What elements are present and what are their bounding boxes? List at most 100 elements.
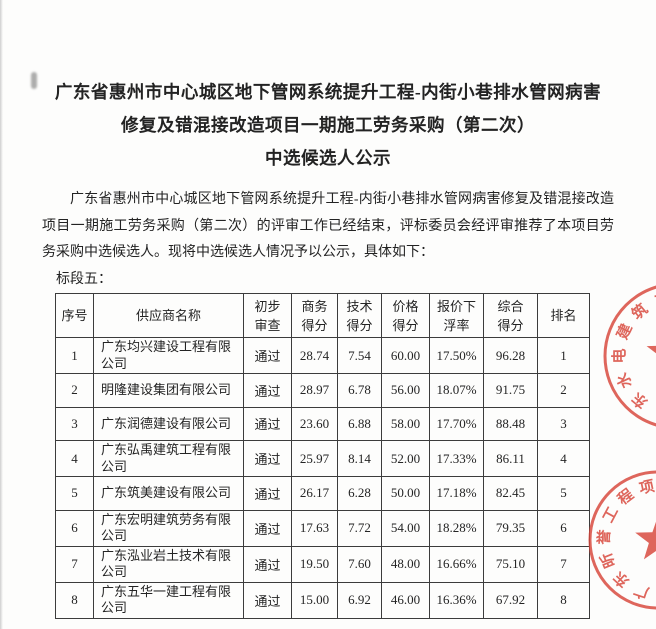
cell-price-score: 56.00 [381, 373, 430, 408]
evaluation-results-table: 序号 供应商名称 初步 审查 商务 得分 技术 得分 价格 得分 报价下 浮率 … [55, 293, 590, 619]
cell-supplier: 明隆建设集团有限公司 [93, 373, 244, 408]
cell-rank: 2 [537, 373, 590, 408]
cell-supplier: 广东弘禹建筑工程有限公司 [93, 440, 244, 477]
seal-char: 工 [653, 291, 656, 310]
cell-supplier: 广东润德建设有限公司 [93, 406, 244, 441]
title-line-3: 中选候选人公示 [265, 148, 391, 168]
cell-total-score: 91.75 [483, 373, 538, 408]
seal-star-icon [635, 521, 656, 560]
cell-review: 通过 [243, 337, 292, 374]
cell-seq: 3 [55, 406, 94, 441]
cell-supplier: 广东宏明建筑劳务有限公司 [93, 509, 244, 547]
seal-char: 程 [615, 486, 637, 509]
cell-rank: 1 [537, 337, 590, 374]
cell-price-score: 50.00 [381, 476, 430, 511]
cell-discount-rate: 17.70% [429, 406, 484, 441]
cell-price-score: 54.00 [381, 509, 430, 547]
cell-total-score: 75.10 [483, 545, 538, 583]
scan-edge-artifact [0, 0, 3, 629]
cell-price-score: 58.00 [381, 406, 430, 441]
seal-char: 项 [638, 478, 656, 498]
cell-seq: 5 [55, 476, 94, 511]
header-supplier: 供应商名称 [93, 293, 244, 338]
cell-seq: 2 [55, 373, 94, 408]
header-seq: 序号 [55, 293, 94, 338]
cell-discount-rate: 16.66% [429, 545, 484, 583]
cell-discount-rate: 18.28% [429, 509, 484, 547]
cell-business-score: 26.17 [291, 476, 338, 511]
document-title: 广东省惠州市中心城区地下管网系统提升工程-内街小巷排水管网病害 修复及错混接改造… [0, 76, 656, 175]
cell-supplier: 广东泓业岩土技术有限公司 [93, 545, 244, 583]
scan-smudge-artifact [31, 72, 37, 89]
cell-seq: 8 [55, 581, 94, 619]
cell-discount-rate: 18.07% [429, 373, 484, 408]
cell-supplier: 广东均兴建设工程有限公司 [93, 337, 244, 374]
cell-review: 通过 [243, 581, 292, 619]
cell-total-score: 96.28 [483, 337, 538, 374]
cell-tech-score: 7.72 [337, 509, 382, 547]
cell-business-score: 28.97 [291, 373, 338, 408]
cell-seq: 7 [55, 545, 94, 583]
cell-business-score: 23.60 [291, 406, 338, 441]
table-row: 1 广东均兴建设工程有限公司 通过 28.74 7.54 60.00 17.50% 96.28… [55, 337, 590, 374]
seal-star-icon [646, 345, 656, 354]
section-label: 标段五： [56, 272, 112, 287]
cell-tech-score: 7.54 [337, 337, 382, 374]
cell-business-score: 28.74 [291, 337, 338, 374]
seal-char: 广 [631, 580, 651, 602]
table-header-row: 序号 供应商名称 初步 审查 商务 得分 技术 得分 价格 得分 报价下 浮率 … [55, 293, 590, 338]
cell-rank: 8 [537, 581, 590, 619]
cell-rank: 4 [537, 440, 590, 477]
seal-char: 誉 [595, 528, 614, 546]
header-total-score: 综合 得分 [483, 293, 538, 338]
seal-char: 电 [610, 348, 628, 363]
cell-review: 通过 [243, 476, 292, 511]
cell-tech-score: 8.14 [337, 440, 382, 477]
cell-review: 通过 [243, 373, 292, 408]
header-business-score: 商务 得分 [291, 293, 338, 338]
table-header: 序号 供应商名称 初步 审查 商务 得分 技术 得分 价格 得分 报价下 浮率 … [55, 293, 590, 338]
cell-tech-score: 6.78 [337, 373, 382, 408]
cell-tech-score: 6.88 [337, 406, 382, 441]
cell-rank: 3 [537, 406, 590, 441]
header-price-score: 价格 得分 [381, 293, 430, 338]
cell-review: 通过 [243, 509, 292, 547]
seal-char: 东 [610, 568, 633, 591]
header-review: 初步 审查 [243, 293, 292, 338]
header-rank: 排名 [537, 293, 590, 338]
cell-total-score: 86.11 [483, 440, 538, 477]
cell-review: 通过 [243, 406, 292, 441]
table-row: 4 广东弘禹建筑工程有限公司 通过 25.97 8.14 52.00 17.33% 86.11… [55, 440, 590, 477]
cell-rank: 6 [537, 509, 590, 547]
company-seal-lower-partial: 广东昕誉工程项目 [588, 470, 656, 610]
seal-ring [603, 285, 656, 427]
table-row: 3 广东润德建设有限公司 通过 23.60 6.88 58.00 17.70% 88.48 3 [55, 406, 590, 441]
table-row: 2 明隆建设集团有限公司 通过 28.97 6.78 56.00 18.07% 91.75 2 [55, 373, 590, 408]
cell-total-score: 67.92 [483, 581, 538, 619]
seal-char: 昕 [597, 550, 619, 571]
cell-business-score: 17.63 [291, 509, 338, 547]
header-discount-rate: 报价下 浮率 [429, 293, 484, 338]
cell-discount-rate: 17.33% [429, 440, 484, 477]
cell-price-score: 46.00 [381, 581, 430, 619]
cell-review: 通过 [243, 545, 292, 583]
cell-price-score: 60.00 [381, 337, 430, 374]
cell-review: 通过 [243, 440, 292, 477]
cell-tech-score: 6.92 [337, 581, 382, 619]
cell-supplier: 广东筑美建设有限公司 [93, 476, 244, 511]
cell-total-score: 82.45 [483, 476, 538, 511]
seal-char: 建 [613, 320, 636, 342]
cell-discount-rate: 17.18% [429, 476, 484, 511]
cell-discount-rate: 16.36% [429, 581, 484, 619]
table-row: 6 广东宏明建筑劳务有限公司 通过 17.63 7.72 54.00 18.28% 79.35… [55, 509, 590, 547]
seal-char: 水 [613, 369, 636, 391]
announcement-paragraph: 广东省惠州市中心城区地下管网系统提升工程-内街小巷排水管网病害修复及错混接改造项… [42, 192, 614, 260]
cell-supplier: 广东五华一建工程有限公司 [93, 581, 244, 619]
cell-business-score: 15.00 [291, 581, 338, 619]
cell-seq: 1 [55, 337, 94, 374]
cell-price-score: 52.00 [381, 440, 430, 477]
table-body: 1 广东均兴建设工程有限公司 通过 28.74 7.54 60.00 17.50% 96.28… [55, 337, 590, 619]
seal-char: 东 [628, 389, 651, 412]
